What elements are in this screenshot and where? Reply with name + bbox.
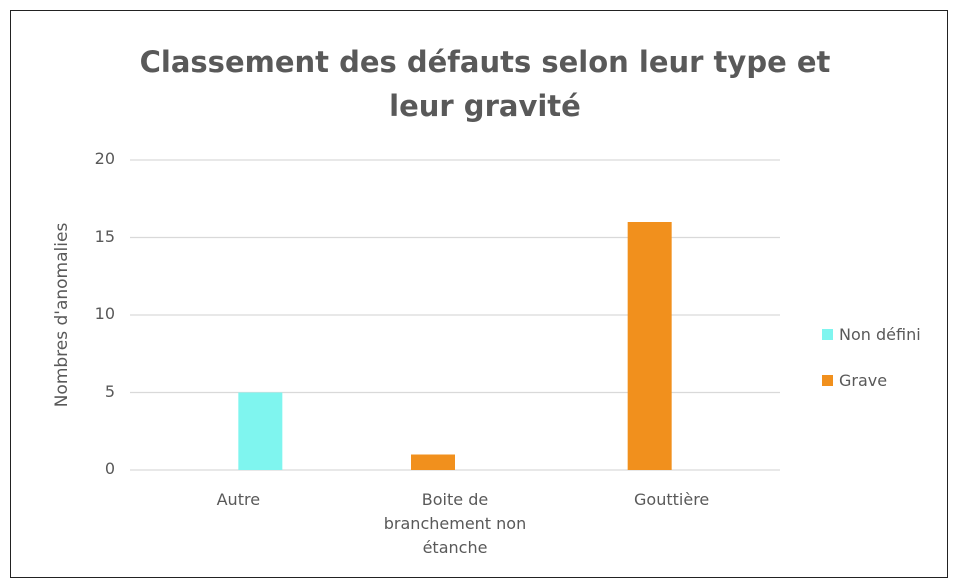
y-tick-label: 5	[104, 381, 115, 401]
legend-label: Non défini	[839, 325, 921, 344]
y-tick-label: 0	[104, 459, 115, 478]
x-tick-label: Boite de branchement non étanche	[383, 490, 527, 557]
x-tick-label: Autre	[216, 490, 261, 509]
bar	[627, 222, 672, 470]
y-tick-label: 10	[94, 304, 115, 323]
legend-swatch	[822, 375, 833, 386]
y-tick-label: 15	[94, 226, 115, 246]
x-tick-label: Gouttière	[634, 490, 710, 509]
y-axis-label: Nombres d'anomalies	[52, 222, 72, 408]
legend-label: Grave	[839, 371, 888, 390]
chart-title: Classement des défauts selon leur type e…	[139, 45, 831, 123]
legend-swatch	[822, 329, 833, 340]
chart-frame	[10, 10, 948, 578]
bar	[411, 454, 455, 470]
y-tick-label: 20	[94, 149, 115, 168]
legend-item: Grave	[822, 371, 887, 390]
legend-item: Non défini	[822, 325, 921, 344]
bar	[238, 392, 283, 470]
